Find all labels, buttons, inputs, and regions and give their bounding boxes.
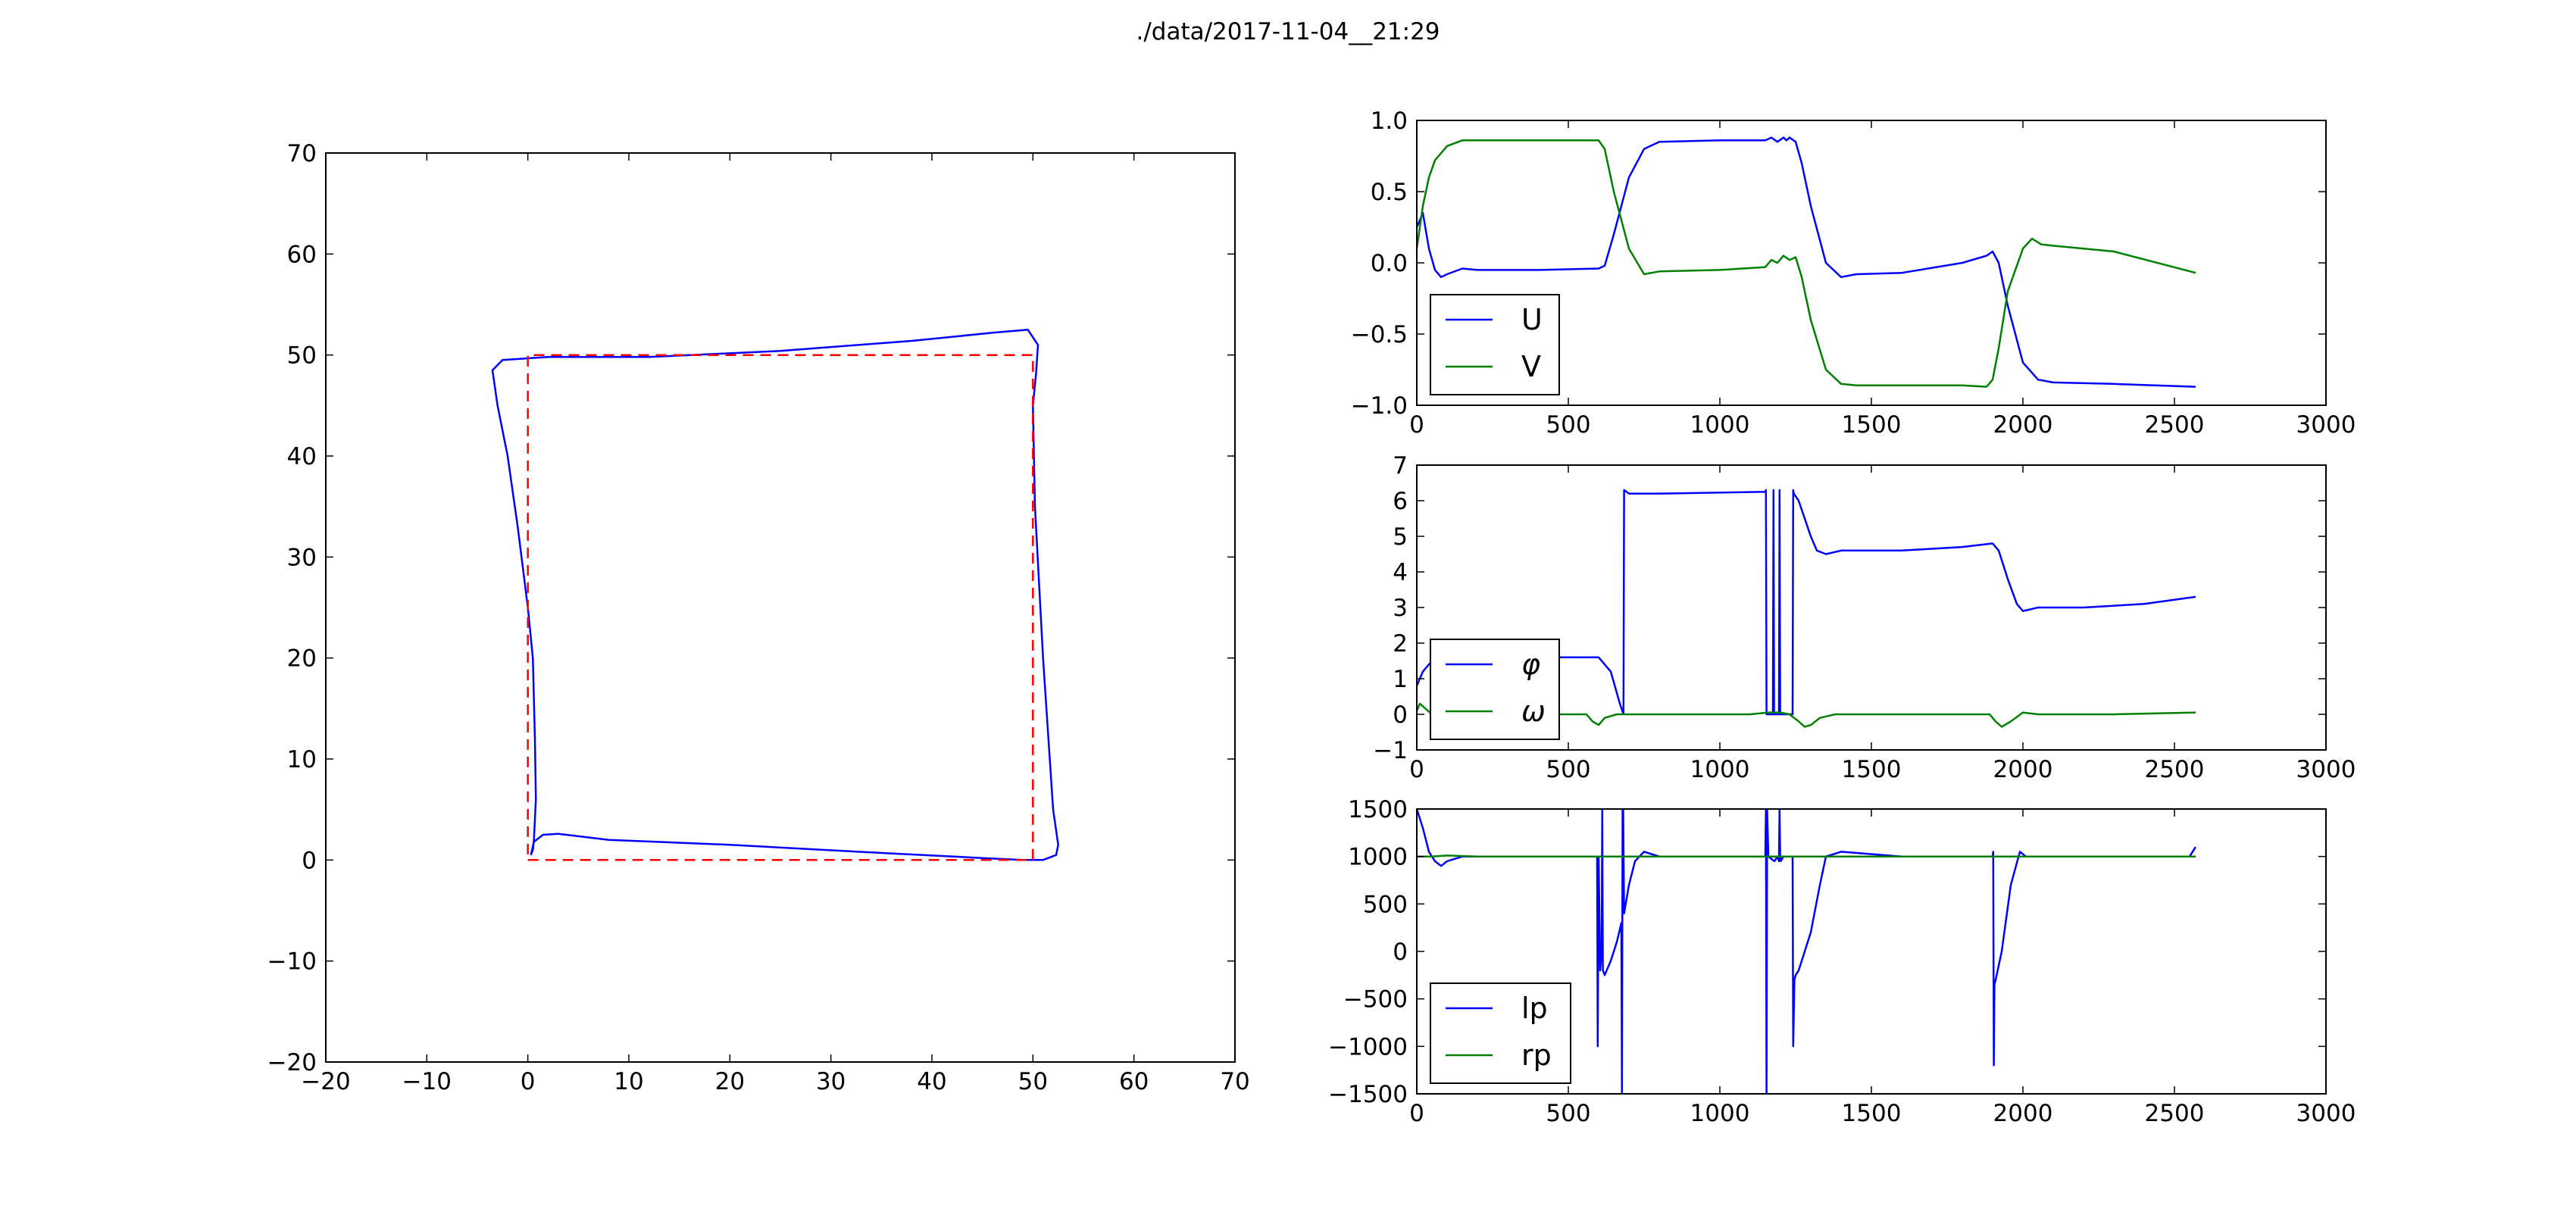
x-tick-label: −20 <box>301 1068 350 1095</box>
legend-box <box>1430 982 1571 1084</box>
y-tick-label: 1.0 <box>1371 108 1408 135</box>
y-tick-label: 70 <box>287 140 317 167</box>
x-tick-label: 0 <box>1409 1100 1424 1127</box>
series-line-reference <box>527 354 1034 861</box>
x-tick-label: 1500 <box>1842 756 1902 783</box>
y-tick-label: 50 <box>287 342 317 370</box>
series-line-lp <box>1417 809 2197 1094</box>
x-tick-label: 1000 <box>1690 411 1750 439</box>
y-tick-label: −1 <box>1373 737 1408 764</box>
y-tick-label: 500 <box>1363 891 1408 918</box>
legend-label: φ <box>1521 648 1540 681</box>
legend: UV <box>1430 294 1560 395</box>
y-tick-label: 3 <box>1393 595 1408 622</box>
x-tick-label: 2500 <box>2145 1100 2205 1127</box>
y-tick-label: 1000 <box>1348 844 1408 871</box>
series-line-V <box>1417 139 2196 388</box>
x-tick-label: 500 <box>1546 411 1590 439</box>
legend-label: V <box>1521 350 1541 383</box>
y-tick-label: −500 <box>1343 986 1408 1014</box>
legend: lp rp <box>1430 982 1571 1084</box>
x-tick-label: 40 <box>917 1068 946 1095</box>
series-line-φ <box>1417 489 2196 716</box>
x-tick-label: 60 <box>1119 1068 1149 1095</box>
x-tick-label: 30 <box>816 1068 846 1095</box>
y-tick-label: −20 <box>267 1049 317 1076</box>
x-tick-label: 2000 <box>1993 1100 2053 1127</box>
y-tick-label: 0 <box>302 847 317 874</box>
legend-label: ω <box>1521 695 1546 728</box>
series-line-path <box>491 329 1059 861</box>
y-tick-label: 4 <box>1393 559 1408 586</box>
axes-frame <box>325 152 1236 1063</box>
lp-rp-plot: 0 500 1000 1500 2000 2500 3000 −1500 −1000 −500 0 5… <box>1328 796 2356 1127</box>
y-tick-label: 2 <box>1393 630 1408 658</box>
series-group <box>1417 809 2197 1094</box>
y-tick-label: 10 <box>287 746 317 773</box>
x-tick-label: 2500 <box>2145 756 2205 783</box>
x-tick-label: 2500 <box>2145 411 2205 439</box>
x-tick-label: 2000 <box>1993 756 2053 783</box>
series-group <box>1417 136 2196 388</box>
series-line-rp <box>1417 854 2196 857</box>
legend-label: U <box>1521 303 1543 336</box>
y-tick-label: 20 <box>287 645 317 673</box>
x-tick-label: 10 <box>614 1068 643 1095</box>
trajectory-plot: −20 −10 0 10 20 30 40 50 60 70 −20 −10 0 10 20 30 40 50 60… <box>267 140 1250 1095</box>
y-tick-label: 30 <box>287 544 317 571</box>
x-tick-label: 0 <box>1409 411 1424 439</box>
y-tick-label: 1500 <box>1348 796 1408 823</box>
x-tick-label: 1500 <box>1842 411 1902 439</box>
y-tick-label: 5 <box>1393 523 1408 551</box>
y-tick-label: 0.5 <box>1371 179 1408 206</box>
legend-label: rp <box>1521 1039 1552 1072</box>
series-line-U <box>1417 136 2196 388</box>
x-tick-label: 500 <box>1546 756 1590 783</box>
x-tick-label: 3000 <box>2296 1100 2356 1127</box>
x-tick-label: 500 <box>1546 1100 1590 1127</box>
y-tick-label: −10 <box>267 948 317 976</box>
x-tick-label: 1000 <box>1690 756 1750 783</box>
y-tick-label: 0 <box>1393 701 1408 729</box>
y-tick-label: 7 <box>1393 452 1408 479</box>
y-tick-label: −1.0 <box>1351 392 1408 420</box>
x-tick-label: 70 <box>1220 1068 1249 1095</box>
x-tick-label: 1500 <box>1842 1100 1902 1127</box>
x-tick-label: 50 <box>1018 1068 1048 1095</box>
x-tick-label: 0 <box>521 1068 536 1095</box>
legend-label: lp <box>1521 992 1548 1025</box>
x-tick-label: 0 <box>1409 756 1424 783</box>
y-tick-label: 0 <box>1393 939 1408 966</box>
y-tick-label: −1000 <box>1328 1033 1408 1060</box>
y-tick-label: 1 <box>1393 666 1408 693</box>
y-tick-label: −1500 <box>1328 1081 1408 1108</box>
legend-box <box>1430 294 1560 395</box>
x-tick-label: 20 <box>715 1068 745 1095</box>
y-tick-label: 0.0 <box>1371 250 1408 277</box>
x-tick-label: 3000 <box>2296 756 2356 783</box>
y-tick-label: 60 <box>287 241 317 268</box>
x-tick-label: 3000 <box>2296 411 2356 439</box>
uv-plot: 0 500 1000 1500 2000 2500 3000 −1.0 −0.5 0.0 0.5 1.… <box>1351 108 2356 439</box>
series-group <box>491 329 1059 861</box>
y-tick-label: 40 <box>287 443 317 470</box>
figure-title: ./data/2017-11-04__21:29 <box>1136 18 1440 45</box>
x-tick-label: −10 <box>402 1068 452 1095</box>
y-tick-label: 6 <box>1393 488 1408 515</box>
y-tick-label: −0.5 <box>1351 321 1408 348</box>
x-tick-label: 1000 <box>1690 1100 1750 1127</box>
legend: φω <box>1430 639 1560 740</box>
x-tick-label: 2000 <box>1993 411 2053 439</box>
legend-box <box>1430 639 1560 740</box>
